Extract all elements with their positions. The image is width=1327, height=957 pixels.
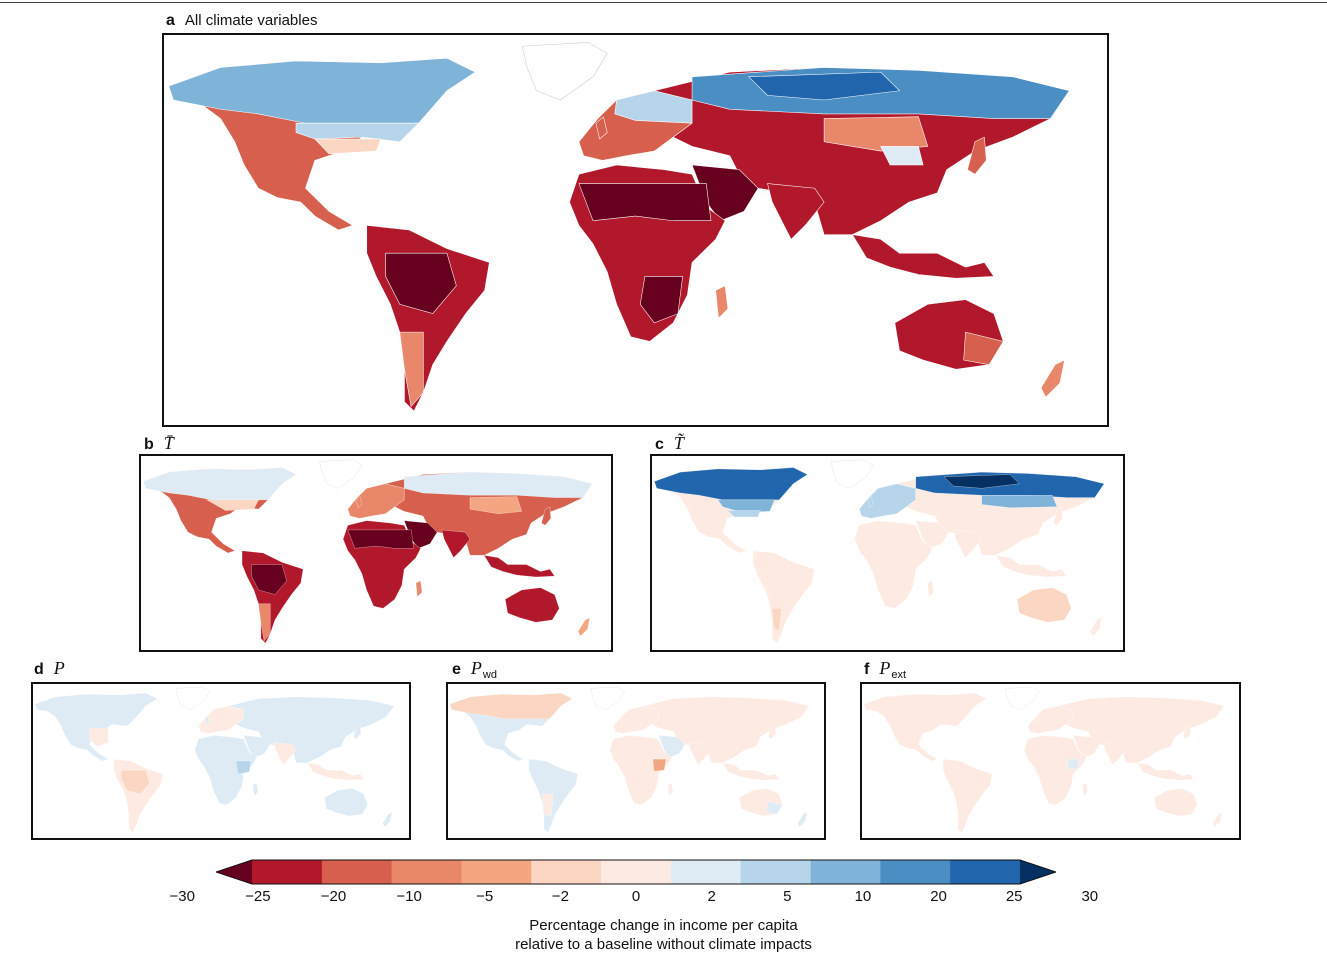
- colorbar-segment: [321, 860, 393, 884]
- top-rule: [0, 2, 1327, 3]
- map-f-svg: [862, 684, 1239, 838]
- panel-c-header: c T̃: [655, 433, 684, 454]
- panel-a-label: a: [166, 12, 175, 29]
- colorbar-tick-label: −20: [320, 888, 347, 905]
- map-panel-c: [650, 454, 1125, 652]
- colorbar-segment: [461, 860, 532, 884]
- colorbar-outline: [216, 859, 1056, 885]
- panel-f-title-subscript: ext: [891, 669, 907, 681]
- map-d-svg: [33, 684, 409, 838]
- colorbar-label-line1: Percentage change in income per capita: [529, 917, 798, 934]
- map-panel-f: [860, 682, 1241, 840]
- colorbar-segment: [531, 860, 602, 884]
- map-e-svg: [448, 684, 824, 838]
- panel-f-header: f Pext: [864, 658, 907, 681]
- panel-c-label: c: [655, 436, 664, 453]
- colorbar-segment: [391, 860, 462, 884]
- colorbar-tick-label: −25: [245, 888, 271, 905]
- colorbar-segment: [252, 860, 323, 884]
- colorbar-segment: [810, 860, 881, 884]
- panel-a-title: All climate variables: [184, 12, 318, 29]
- colorbar-tick-label: 10: [854, 888, 872, 905]
- colorbar-tick-label: 20: [930, 888, 947, 905]
- panel-f-label: f: [864, 661, 870, 678]
- panel-e-header: e Pwd: [452, 658, 497, 681]
- panel-e-title-subscript: wd: [482, 669, 497, 681]
- colorbar-segment: [950, 860, 1021, 884]
- colorbar-tick-label: 0: [631, 888, 641, 905]
- colorbar-tick-label: −5: [476, 888, 494, 905]
- panel-b-header: b T̄: [144, 433, 174, 454]
- panel-a-header: a All climate variables: [166, 12, 317, 30]
- colorbar-extend-low: [216, 860, 252, 884]
- colorbar-segment: [670, 860, 742, 884]
- panel-f-title: Pext: [879, 658, 907, 681]
- colorbar-extend-high: [1020, 860, 1056, 884]
- panel-d-header: d P: [34, 658, 65, 679]
- map-a-svg: [164, 35, 1107, 425]
- colorbar-tick-label: 30: [1081, 888, 1099, 905]
- colorbar-tick-label: −2: [551, 888, 569, 905]
- colorbar-ticks: −30 −25 −20 −10 −5 −2 0 2 5 10 20 25 30: [169, 888, 1098, 908]
- panel-d-label: d: [34, 661, 44, 678]
- panel-e-title: Pwd: [470, 658, 497, 681]
- map-c-svg: [652, 456, 1123, 650]
- map-panel-e: [446, 682, 826, 840]
- colorbar-segment: [740, 860, 812, 884]
- panel-d-title: P: [53, 658, 65, 678]
- colorbar-tick-label: −10: [396, 888, 422, 905]
- colorbar-tick-label: 5: [783, 888, 792, 905]
- map-b-svg: [141, 456, 611, 650]
- colorbar-label-line2: relative to a baseline without climate i…: [515, 936, 812, 953]
- panel-b-title: T̄: [163, 433, 174, 453]
- colorbar-tick-label: −30: [169, 888, 195, 905]
- panel-e-title-main: P: [470, 658, 482, 678]
- colorbar: [216, 859, 1056, 885]
- colorbar-segment: [601, 860, 672, 884]
- map-panel-a: [162, 33, 1109, 427]
- map-panel-b: [139, 454, 613, 652]
- colorbar-segment: [880, 860, 951, 884]
- panel-f-title-main: P: [879, 658, 891, 678]
- colorbar-tick-label: 25: [1005, 888, 1023, 905]
- panel-c-title: T̃: [673, 433, 684, 453]
- panel-b-label: b: [144, 436, 154, 453]
- panel-e-label: e: [452, 661, 461, 678]
- map-panel-d: [31, 682, 411, 840]
- colorbar-tick-label: 2: [707, 888, 716, 905]
